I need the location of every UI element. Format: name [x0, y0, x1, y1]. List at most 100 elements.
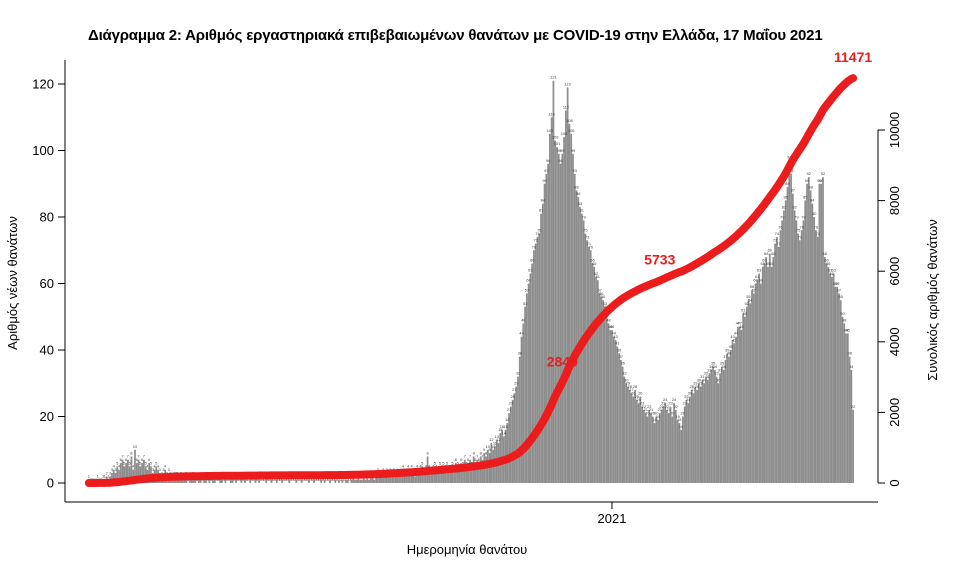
- bar-value-label: 5: [457, 460, 460, 465]
- daily-bar: [446, 466, 448, 484]
- bar-value-label: 0: [325, 477, 328, 482]
- bar-value-label: 0: [269, 477, 272, 482]
- bar-value-label: 7: [121, 454, 124, 459]
- bar-value-label: 47: [737, 321, 742, 326]
- bar-value-label: 99: [560, 148, 565, 153]
- daily-bar: [614, 340, 617, 483]
- bar-value-label: 21: [666, 407, 671, 412]
- bar-value-label: 4: [425, 464, 428, 469]
- bar-value-label: 4: [157, 464, 160, 469]
- daily-bar: [258, 479, 260, 484]
- daily-bar: [586, 240, 589, 483]
- left-tick-label: 0: [47, 476, 54, 491]
- bar-value-label: 93: [572, 168, 577, 173]
- bar-value-label: 44: [519, 331, 524, 336]
- daily-bar: [467, 463, 470, 483]
- bar-value-label: 0: [272, 477, 275, 482]
- daily-bar: [362, 476, 365, 483]
- daily-bar: [485, 456, 487, 483]
- bar-value-label: 75: [537, 228, 542, 233]
- bar-value-label: 23: [661, 401, 666, 406]
- bar-value-label: 5: [462, 460, 465, 465]
- daily-bar: [389, 473, 392, 483]
- daily-bar: [141, 463, 143, 483]
- daily-bar: [517, 376, 519, 483]
- daily-bar: [850, 369, 853, 483]
- bar-value-label: 61: [596, 274, 601, 279]
- daily-bar: [588, 246, 590, 483]
- daily-bar: [609, 330, 612, 483]
- bar-value-label: 3: [386, 467, 389, 472]
- bar-value-label: 5: [446, 460, 449, 465]
- bar-value-label: 4: [416, 464, 419, 469]
- bar-value-label: 63: [757, 268, 762, 273]
- daily-bar: [751, 290, 753, 483]
- bar-value-label: 3: [162, 467, 165, 472]
- bar-value-label: 5: [123, 460, 126, 465]
- bar-value-label: 23: [640, 401, 645, 406]
- bar-value-label: 96: [558, 158, 563, 163]
- daily-bar: [832, 273, 835, 483]
- bar-value-label: 26: [631, 391, 636, 396]
- daily-bar: [596, 280, 599, 483]
- bar-value-label: 105: [568, 128, 575, 133]
- daily-bar: [653, 423, 656, 483]
- bar-value-label: 6: [455, 457, 458, 462]
- daily-bar: [112, 469, 115, 483]
- daily-bar: [760, 283, 762, 483]
- daily-bar: [135, 463, 138, 483]
- bar-value-label: 90: [817, 178, 822, 183]
- daily-bar: [444, 469, 447, 483]
- daily-bar: [375, 476, 378, 483]
- bar-value-label: 4: [419, 464, 422, 469]
- daily-bar: [765, 256, 768, 483]
- bar-value-label: 5: [434, 460, 437, 465]
- bar-value-label: 7: [143, 454, 146, 459]
- bar-value-label: 28: [627, 384, 632, 389]
- bar-value-label: 0: [290, 477, 293, 482]
- daily-bar: [417, 473, 420, 483]
- daily-bar: [350, 479, 353, 484]
- daily-bar: [834, 286, 837, 483]
- bar-value-label: 90: [542, 178, 547, 183]
- daily-bar: [254, 479, 257, 484]
- daily-bar: [123, 466, 126, 484]
- daily-bar: [208, 479, 211, 484]
- daily-bar: [807, 177, 810, 483]
- bar-value-label: 25: [510, 394, 515, 399]
- daily-bar: [118, 469, 120, 483]
- bar-value-label: 9: [483, 447, 486, 452]
- bar-value-label: 20: [670, 411, 675, 416]
- bar-value-label: 71: [776, 241, 781, 246]
- daily-bar: [439, 466, 441, 484]
- bar-value-label: 5: [139, 460, 142, 465]
- daily-bar: [781, 220, 784, 483]
- daily-bar: [465, 466, 468, 484]
- daily-bar: [788, 160, 791, 483]
- daily-bar: [510, 406, 512, 483]
- bar-value-label: 53: [523, 301, 528, 306]
- daily-bar: [673, 403, 675, 483]
- bar-value-label: 38: [518, 351, 523, 356]
- daily-bar: [593, 266, 596, 484]
- daily-bar: [827, 266, 830, 484]
- daily-bar: [561, 153, 564, 483]
- left-axis-title: Αριθμός νέων θανάτων: [5, 216, 20, 350]
- daily-bar: [320, 479, 323, 484]
- bar-value-label: 34: [721, 364, 726, 369]
- bar-value-label: 8: [130, 450, 133, 455]
- daily-bar: [313, 479, 315, 484]
- bar-value-label: 53: [603, 301, 608, 306]
- daily-bar: [369, 476, 372, 483]
- daily-bar: [692, 393, 695, 484]
- daily-bar: [419, 469, 422, 483]
- daily-bar: [447, 469, 450, 483]
- bar-value-label: 16: [500, 424, 505, 429]
- bar-value-label: 22: [647, 404, 652, 409]
- bar-value-label: 62: [594, 271, 599, 276]
- bar-value-label: 23: [509, 401, 514, 406]
- daily-bar: [779, 230, 782, 483]
- daily-bar: [818, 183, 821, 483]
- daily-bar: [139, 466, 142, 484]
- bar-value-label: 88: [574, 184, 579, 189]
